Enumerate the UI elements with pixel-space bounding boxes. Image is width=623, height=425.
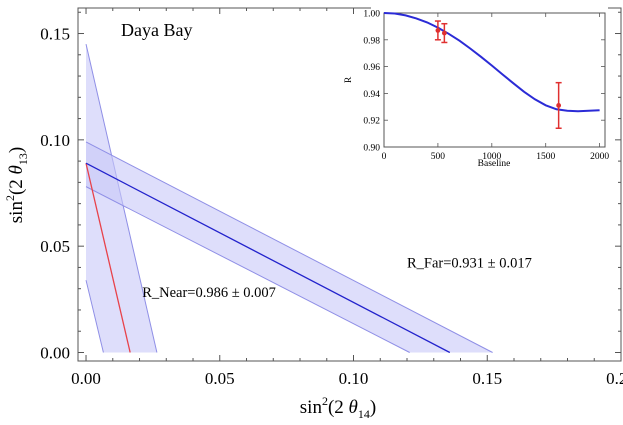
band-lower-edge-1 [85,280,104,353]
inset-data-point-3 [556,103,562,108]
inset-y-tick-label: 0.96 [363,63,380,73]
y-axis-title-greek: θ [6,165,27,174]
x-tick-label: 0.20 [606,369,623,388]
x-tick-label: 0.10 [339,369,369,388]
inset-data-point-2 [441,30,447,36]
chart-title: Daya Bay [121,20,192,40]
far-center-line [85,162,451,354]
inset-x-tick-label: 1500 [536,152,555,162]
main-plot-frame [77,7,622,362]
band-lower-edge-2 [85,186,410,353]
inset-data-point-1 [435,28,441,33]
inset-x-axis-title: Baseline [478,159,511,169]
inset-plot-frame [383,12,606,148]
y-tick-label: 0.00 [40,343,70,362]
inset-ticks: 0 500 1000 1500 2000 0.90 0.92 0.94 0.96 0.98 1.00 [363,10,609,163]
inset-y-tick-label: 1.00 [363,10,380,20]
y-tick-label: 0.15 [40,25,70,44]
main-bands [85,44,493,354]
x-axis-title-base: sin [300,397,323,418]
near-center-line [85,163,131,353]
x-tick-label: 0.05 [205,369,235,388]
y-axis-title-sub: 13 [16,153,30,165]
y-axis-title-base: sin [6,201,27,224]
inset-x-tick-label: 500 [431,152,446,162]
inset-x-tick-label: 2000 [590,152,609,162]
x-tick-label: 0.00 [71,369,101,388]
inset-y-tick-label: 0.92 [363,117,380,127]
x-tick-label: 0.15 [472,369,502,388]
inset-background [371,6,608,156]
x-axis-title-inner: (2 [328,397,349,418]
inset-y-axis-title: R [344,76,354,83]
band-upper-edge-2 [85,141,493,353]
inset-data [383,12,600,129]
main-ticks: 0.00 0.05 0.10 0.15 0.20 0.00 0.05 0.10 0.15 [40,8,623,388]
y-tick-label: 0.05 [40,237,70,256]
inset-y-tick-label: 0.94 [363,90,380,100]
annotation-near: R_Near=0.986 ± 0.007 [142,285,276,301]
x-axis-title-close: ) [370,397,376,418]
inset-r-curve [383,12,600,113]
y-axis-title-inner: (2 [6,174,27,195]
y-tick-label: 0.10 [40,131,70,150]
x-axis-title-sup: 2 [322,394,328,408]
annotation-far: R_Far=0.931 ± 0.017 [407,255,532,271]
x-axis-title-sub: 14 [358,407,370,420]
x-axis-title-greek: θ [349,397,358,418]
inset-x-tick-label: 1000 [482,152,501,162]
x-axis-title: sin2(2 θ14) [300,394,376,420]
inset-y-tick-label: 0.98 [363,36,380,46]
inset-x-tick-label: 0 [382,152,387,162]
y-axis-title-close: ) [6,147,27,153]
y-axis-title: sin2(2 θ13) [3,147,30,223]
inset-y-tick-label: 0.90 [363,144,380,154]
y-axis-title-sup: 2 [3,195,17,201]
